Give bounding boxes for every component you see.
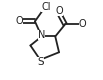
Text: O: O xyxy=(16,16,23,26)
Text: O: O xyxy=(55,6,63,16)
Text: S: S xyxy=(37,57,43,67)
Text: N: N xyxy=(38,30,45,40)
Text: Cl: Cl xyxy=(41,2,51,12)
Text: O: O xyxy=(79,19,86,29)
